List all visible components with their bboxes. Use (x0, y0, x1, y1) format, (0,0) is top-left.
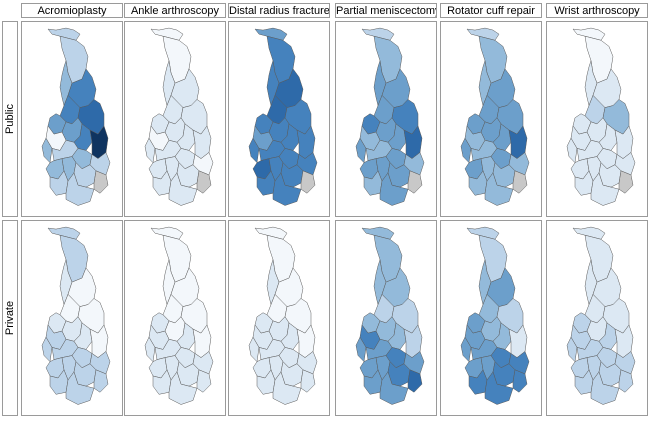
region-R3 (478, 259, 492, 305)
row-header-private: Private (2, 220, 18, 416)
map-panel-public-0 (21, 21, 123, 217)
region-R21 (484, 172, 514, 206)
region-R12 (355, 336, 367, 362)
region-R12 (144, 336, 156, 362)
region-R18 (403, 152, 425, 176)
region-R3 (59, 60, 73, 106)
region-R21 (379, 371, 409, 405)
finland-map (248, 226, 318, 405)
map-panel-public-5 (546, 21, 648, 217)
region-R18 (192, 152, 214, 176)
map-panel-private-4 (440, 220, 542, 416)
region-R3 (266, 60, 280, 106)
column-header-3: Partial meniscectomy (335, 3, 437, 18)
column-header-4: Rotator cuff repair (440, 3, 542, 18)
region-R18 (403, 351, 425, 375)
region-R20 (93, 170, 109, 194)
region-R3 (584, 60, 598, 106)
region-R20 (407, 170, 423, 194)
region-R3 (266, 259, 280, 305)
region-R18 (614, 152, 636, 176)
region-R21 (272, 172, 302, 206)
region-R21 (272, 371, 302, 405)
region-R20 (618, 369, 634, 393)
region-R21 (590, 172, 620, 206)
region-R12 (460, 137, 472, 163)
region-R12 (566, 137, 578, 163)
region-R20 (93, 369, 109, 393)
region-R12 (460, 336, 472, 362)
region-R12 (566, 336, 578, 362)
region-R12 (248, 336, 260, 362)
map-panel-private-2 (228, 220, 330, 416)
region-R3 (584, 259, 598, 305)
region-R20 (407, 369, 423, 393)
column-header-1: Ankle arthroscopy (124, 3, 226, 18)
region-R20 (196, 369, 212, 393)
column-header-0: Acromioplasty (21, 3, 123, 18)
finland-map (355, 226, 425, 405)
region-R20 (618, 170, 634, 194)
region-R21 (168, 371, 198, 405)
finland-map (566, 226, 636, 405)
map-panel-public-3 (335, 21, 437, 217)
column-header-5: Wrist arthroscopy (546, 3, 648, 18)
region-R18 (296, 351, 318, 375)
finland-map (355, 27, 425, 206)
region-R18 (296, 152, 318, 176)
map-panel-public-4 (440, 21, 542, 217)
region-R20 (300, 369, 316, 393)
region-R18 (89, 351, 111, 375)
finland-map (41, 226, 111, 405)
region-R3 (59, 259, 73, 305)
map-panel-private-1 (124, 220, 226, 416)
finland-map (566, 27, 636, 206)
column-header-2: Distal radius fracture (228, 3, 330, 18)
finland-map (248, 27, 318, 206)
region-R21 (484, 371, 514, 405)
region-R20 (512, 170, 528, 194)
region-R20 (512, 369, 528, 393)
map-panel-private-5 (546, 220, 648, 416)
region-R18 (614, 351, 636, 375)
region-R12 (41, 336, 53, 362)
finland-map (41, 27, 111, 206)
region-R21 (379, 172, 409, 206)
finland-map (460, 27, 530, 206)
region-R18 (192, 351, 214, 375)
region-R18 (508, 152, 530, 176)
region-R21 (590, 371, 620, 405)
region-R20 (300, 170, 316, 194)
region-R3 (478, 60, 492, 106)
map-panel-public-1 (124, 21, 226, 217)
region-R12 (355, 137, 367, 163)
region-R3 (373, 259, 387, 305)
region-R21 (168, 172, 198, 206)
map-panel-public-2 (228, 21, 330, 217)
region-R3 (373, 60, 387, 106)
row-header-label: Public (4, 104, 16, 134)
row-header-label: Private (4, 300, 16, 336)
region-R18 (89, 152, 111, 176)
region-R12 (144, 137, 156, 163)
region-R21 (65, 172, 95, 206)
region-R18 (508, 351, 530, 375)
region-R3 (162, 259, 176, 305)
row-header-public: Public (2, 21, 18, 217)
finland-map (144, 226, 214, 405)
region-R21 (65, 371, 95, 405)
map-panel-private-3 (335, 220, 437, 416)
region-R3 (162, 60, 176, 106)
region-R20 (196, 170, 212, 194)
region-R12 (41, 137, 53, 163)
finland-map (460, 226, 530, 405)
region-R12 (248, 137, 260, 163)
map-panel-private-0 (21, 220, 123, 416)
finland-map (144, 27, 214, 206)
